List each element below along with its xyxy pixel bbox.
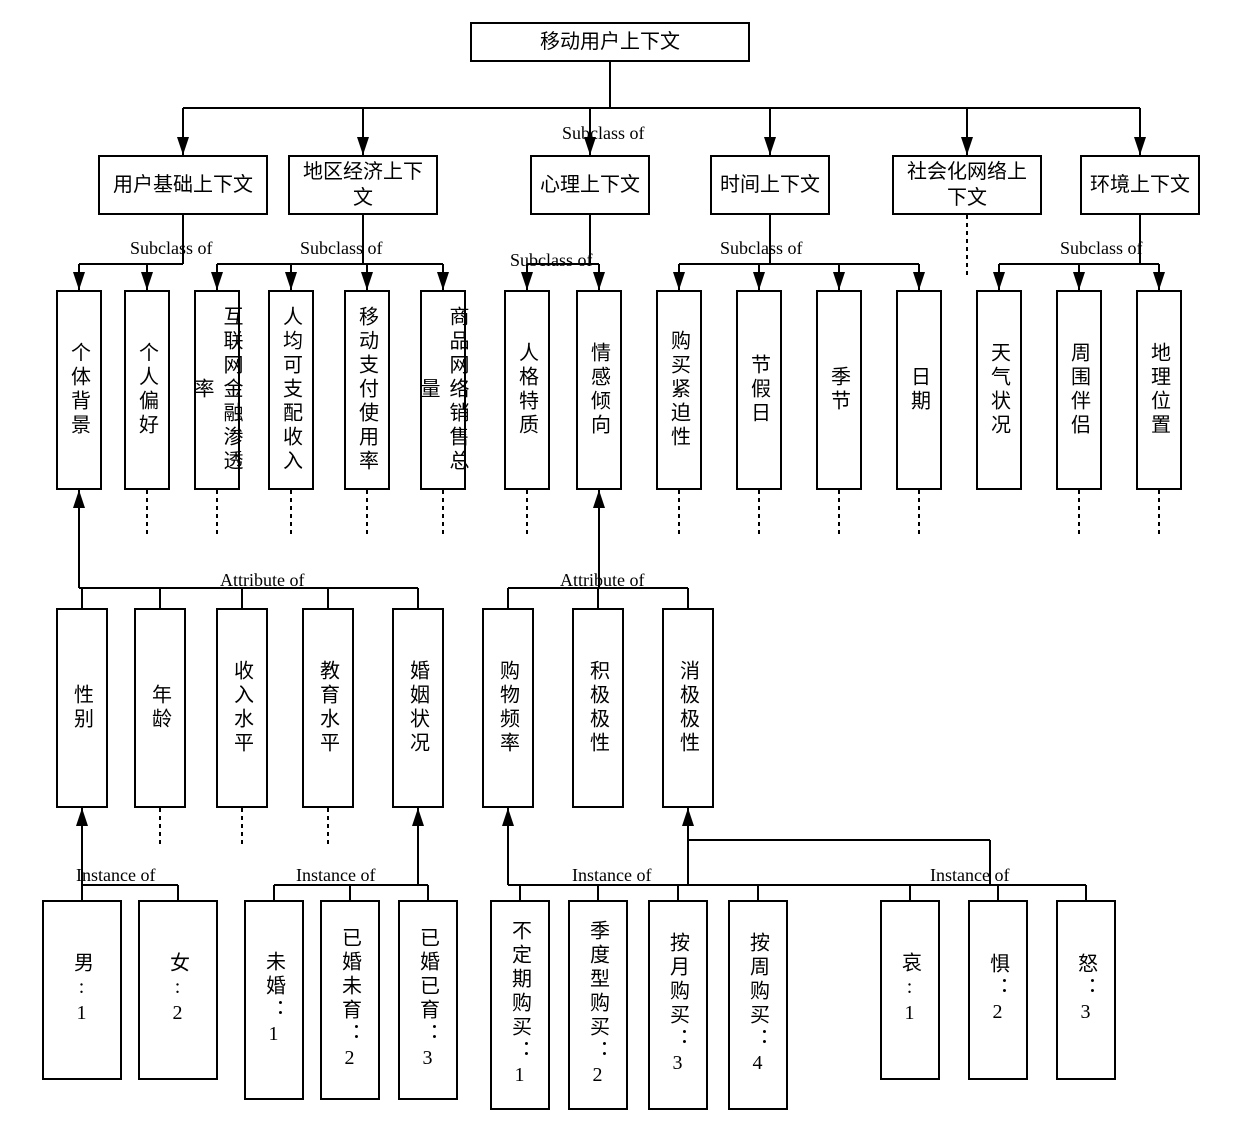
instance-0-1: 女:2 <box>138 900 218 1080</box>
subclass-label-4: Subclass of <box>720 238 803 259</box>
subclass-label-5: Subclass of <box>1060 238 1143 259</box>
level2-region_econ: 地区经济上下文 <box>288 155 438 215</box>
level3-date: 日期 <box>896 290 942 490</box>
instance-3-2: 怒：3 <box>1056 900 1116 1080</box>
attribute-label-1: Attribute of <box>560 570 644 591</box>
instance-2-1: 季度型购买：2 <box>568 900 628 1110</box>
level3-weather: 天气状况 <box>976 290 1022 490</box>
level4-negative: 消极极性 <box>662 608 714 808</box>
instance-label-3: Instance of <box>930 865 1009 886</box>
level3-holiday: 节假日 <box>736 290 782 490</box>
level2-psych: 心理上下文 <box>530 155 650 215</box>
subclass-label-0: Subclass of <box>562 123 645 144</box>
level3-season: 季节 <box>816 290 862 490</box>
root-node: 移动用户上下文 <box>470 22 750 62</box>
instance-1-1: 已婚未育：2 <box>320 900 380 1100</box>
level3-pers_pref: 个人偏好 <box>124 290 170 490</box>
attribute-label-0: Attribute of <box>220 570 304 591</box>
instance-1-2: 已婚已育：3 <box>398 900 458 1100</box>
level3-emotion: 情感倾向 <box>576 290 622 490</box>
instance-1-0: 未婚：1 <box>244 900 304 1100</box>
level4-income_lvl: 收入水平 <box>216 608 268 808</box>
instance-0-0: 男:1 <box>42 900 122 1080</box>
subclass-label-3: Subclass of <box>510 250 593 271</box>
level4-gender: 性别 <box>56 608 108 808</box>
level3-personality: 人格特质 <box>504 290 550 490</box>
subclass-label-2: Subclass of <box>300 238 383 259</box>
level2-social: 社会化网络上下文 <box>892 155 1042 215</box>
instance-2-0: 不定期购买：1 <box>490 900 550 1110</box>
instance-label-0: Instance of <box>76 865 155 886</box>
instance-label-1: Instance of <box>296 865 375 886</box>
instance-label-2: Instance of <box>572 865 651 886</box>
level3-ind_bg: 个体背景 <box>56 290 102 490</box>
level2-user_base: 用户基础上下文 <box>98 155 268 215</box>
level4-shop_freq: 购物频率 <box>482 608 534 808</box>
instance-3-1: 惧：2 <box>968 900 1028 1080</box>
level3-income: 人均可支配收入 <box>268 290 314 490</box>
instance-2-3: 按周购买：4 <box>728 900 788 1110</box>
level4-age: 年龄 <box>134 608 186 808</box>
level4-edu: 教育水平 <box>302 608 354 808</box>
level3-mobile_pay: 移动支付使用率 <box>344 290 390 490</box>
level3-geo: 地理位置 <box>1136 290 1182 490</box>
instance-3-0: 哀:1 <box>880 900 940 1080</box>
level3-int_fin: 互联网金融渗透率 <box>194 290 240 490</box>
level3-urgency: 购买紧迫性 <box>656 290 702 490</box>
level3-companion: 周围伴侣 <box>1056 290 1102 490</box>
instance-2-2: 按月购买：3 <box>648 900 708 1110</box>
level4-marriage: 婚姻状况 <box>392 608 444 808</box>
subclass-label-1: Subclass of <box>130 238 213 259</box>
level2-time: 时间上下文 <box>710 155 830 215</box>
level3-goods_net: 商品网络销售总量 <box>420 290 466 490</box>
level2-env: 环境上下文 <box>1080 155 1200 215</box>
level4-positive: 积极极性 <box>572 608 624 808</box>
